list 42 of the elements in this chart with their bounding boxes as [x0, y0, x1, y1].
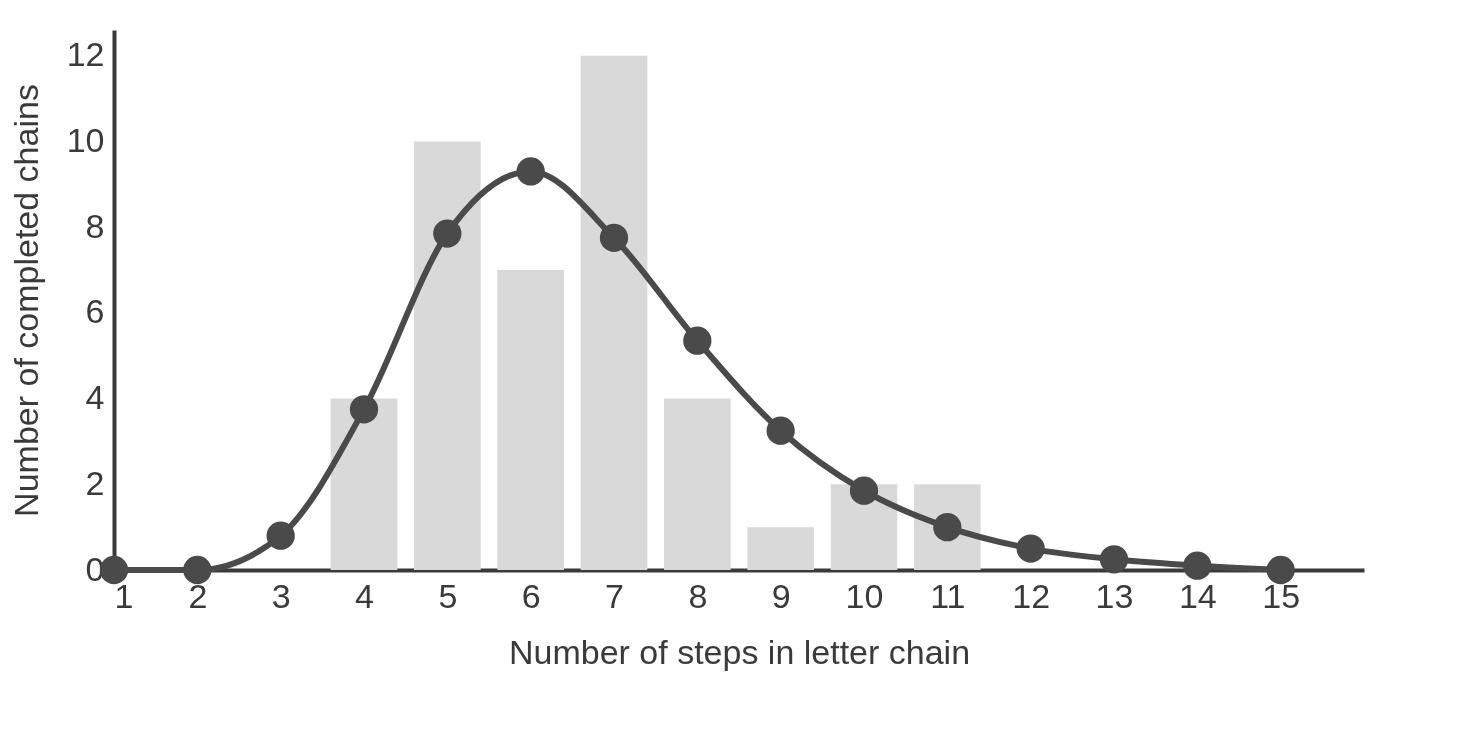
point [1183, 551, 1212, 580]
x-tick-label: 6 [521, 576, 541, 615]
x-tick-label: 11 [930, 576, 966, 615]
x-tick-label: 4 [355, 576, 374, 615]
bar [580, 55, 648, 570]
bar [414, 141, 481, 570]
x-tick-label: 10 [845, 576, 884, 615]
x-tick-label: 14 [1178, 576, 1217, 615]
x-tick-label: 7 [605, 576, 624, 615]
x-tick-label: 8 [688, 576, 708, 615]
y-tick-label: 12 [66, 35, 105, 74]
point [516, 157, 545, 186]
x-tick-label: 2 [188, 576, 208, 615]
point [1266, 555, 1295, 585]
point [683, 326, 712, 355]
point [599, 223, 629, 252]
y-axis-title: Number of completed chains [6, 84, 45, 517]
point [1099, 545, 1129, 574]
point [849, 476, 879, 505]
point [183, 555, 212, 585]
point [1016, 534, 1045, 563]
bar [747, 527, 814, 570]
x-tick-label: 3 [271, 576, 291, 615]
bar [664, 398, 731, 570]
bar [497, 270, 564, 570]
point [433, 219, 462, 248]
x-tick-label: 12 [1012, 576, 1051, 615]
x-tick-label: 15 [1262, 576, 1301, 615]
x-tick-label: 5 [438, 576, 458, 615]
y-tick-label: 10 [66, 120, 105, 159]
y-tick-label: 6 [85, 292, 105, 331]
bar [330, 398, 398, 570]
y-tick-label: 4 [85, 378, 105, 417]
x-tick-label: 9 [771, 576, 791, 615]
point [266, 521, 295, 550]
y-tick-label: 8 [85, 206, 105, 245]
point [766, 416, 795, 445]
x-tick-label: 1 [114, 576, 134, 615]
y-tick-label: 2 [85, 463, 105, 502]
x-axis-title: Number of steps in letter chain [508, 632, 971, 671]
x-tick-label: 13 [1095, 576, 1134, 615]
point [349, 395, 379, 424]
